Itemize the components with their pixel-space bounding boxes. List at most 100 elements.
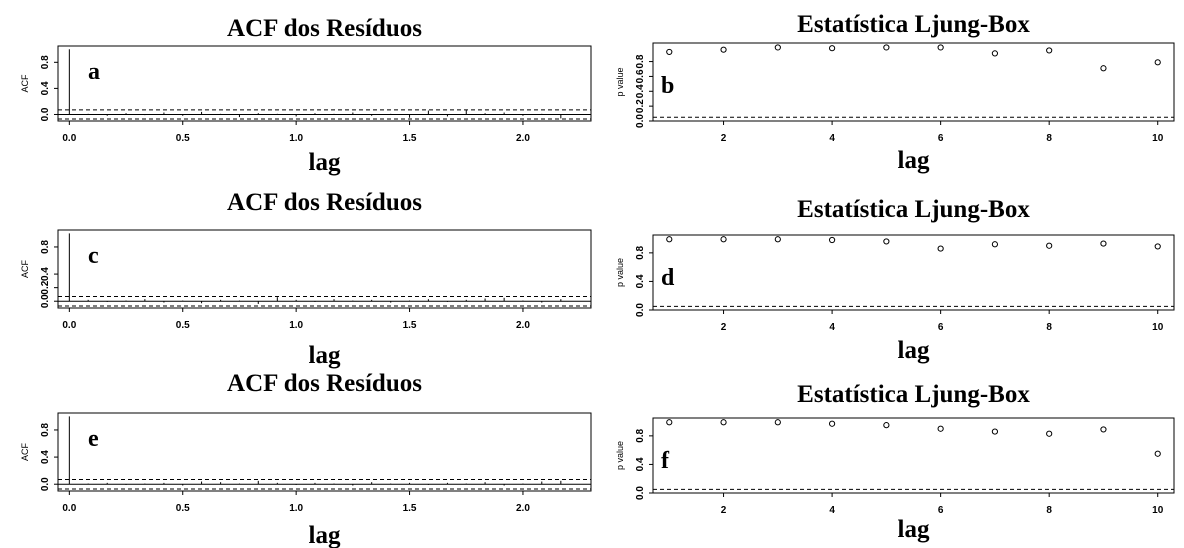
y-tick-label: 0.4: [635, 457, 646, 471]
chart-lb-d: Estatística Ljung-Box 2 4 6 8 10 0.0 0.4 0.8 p va…: [615, 196, 1175, 364]
x-tick-label: 6: [938, 133, 944, 144]
y-axis-label: ACF: [20, 259, 30, 278]
x-tick-label: 2.0: [516, 320, 530, 331]
y-tick-label: 0.2: [40, 280, 51, 294]
chart-title: ACF dos Resíduos: [227, 370, 422, 397]
chart-lb-f: Estatística Ljung-Box 2 4 6 8 10 0.0 0.4 0.8 p va…: [615, 381, 1175, 543]
pvalue-point: [1154, 59, 1161, 66]
x-tick-label: 8: [1046, 133, 1052, 144]
y-tick-label: 0.0: [635, 114, 646, 128]
pvalue-point: [883, 422, 890, 429]
x-tick-label: 1.5: [403, 133, 417, 144]
x-axis-label: lag: [898, 516, 930, 543]
panel-letter: f: [661, 448, 670, 474]
pvalue-point: [774, 44, 781, 51]
y-axis-label: ACF: [20, 442, 30, 461]
pvalue-point: [720, 236, 727, 243]
x-tick-label: 2: [721, 133, 727, 144]
x-axis-label: lag: [898, 337, 930, 364]
y-tick-label: 0.8: [40, 240, 51, 254]
pvalue-point: [666, 419, 673, 426]
pvalue-point: [720, 419, 727, 426]
plot-frame: [652, 234, 1175, 311]
x-axis-label: lag: [309, 342, 341, 369]
chart-title: Estatística Ljung-Box: [797, 196, 1030, 223]
pvalue-point: [828, 420, 836, 427]
pvalue-point: [1154, 243, 1161, 250]
panel-letter: b: [661, 73, 674, 99]
x-tick-label: 1.0: [289, 320, 303, 331]
y-tick-label: 0.0: [635, 303, 646, 317]
panel-letter: d: [661, 265, 675, 291]
pvalue-point: [666, 236, 673, 243]
x-tick-label: 2.0: [516, 133, 530, 144]
y-tick-label: 0.4: [635, 84, 646, 98]
chart-title: ACF dos Resíduos: [227, 189, 422, 216]
panel-letter: a: [88, 59, 100, 85]
chart-title: ACF dos Resíduos: [227, 15, 422, 42]
x-tick-label: 0.5: [176, 503, 190, 514]
y-tick-label: 0.0: [40, 107, 51, 121]
y-tick-label: 0.4: [40, 267, 51, 281]
pvalue-point: [720, 46, 727, 53]
x-tick-label: 2.0: [516, 503, 530, 514]
plot-frame: [57, 45, 592, 122]
y-tick-label: 0.0: [40, 294, 51, 308]
pvalue-point: [774, 419, 781, 426]
pvalue-point: [1100, 240, 1107, 247]
x-tick-label: 4: [829, 505, 835, 516]
pvalue-point: [937, 425, 944, 432]
y-tick-label: 0.8: [635, 245, 646, 259]
chart-lb-b: Estatística Ljung-Box 2 4 6 8 10 0.00.20.40.60…: [615, 11, 1175, 174]
x-tick-label: 8: [1046, 505, 1052, 516]
chart-acf-e: ACF dos Resíduos 0.0 0.5 1.0 1.5 2.0 0.0 0.4 0.8…: [20, 370, 592, 548]
x-tick-label: 0.0: [62, 320, 76, 331]
y-tick-label: 0.8: [635, 54, 646, 68]
y-tick-label: 0.4: [40, 81, 51, 95]
pvalue-point: [1046, 242, 1053, 249]
pvalue-point: [991, 428, 999, 435]
x-tick-label: 6: [938, 505, 944, 516]
y-tick-label: 0.0: [635, 486, 646, 500]
pvalue-point: [883, 238, 890, 245]
x-tick-label: 10: [1152, 505, 1164, 516]
pvalue-point: [828, 236, 836, 244]
x-tick-label: 1.0: [289, 503, 303, 514]
x-tick-label: 0.0: [62, 503, 76, 514]
y-tick-label: 0.4: [635, 274, 646, 288]
y-tick-label: 0.2: [635, 99, 646, 113]
chart-title: Estatística Ljung-Box: [797, 381, 1030, 408]
y-tick-label: 0.4: [40, 450, 51, 464]
pvalue-point: [1046, 47, 1053, 54]
y-axis-label: ACF: [20, 74, 30, 93]
panel-letter: e: [88, 426, 99, 452]
pvalue-point: [1046, 430, 1053, 437]
pvalue-point: [666, 48, 673, 56]
y-axis-label: p value: [615, 258, 625, 287]
pvalue-point: [991, 50, 999, 57]
x-tick-label: 4: [829, 322, 835, 333]
pvalue-point: [1100, 426, 1107, 433]
pvalue-point: [937, 245, 944, 252]
pvalue-point: [883, 44, 890, 51]
plot-frame: [652, 417, 1175, 494]
y-tick-label: 0.6: [635, 69, 646, 83]
x-tick-label: 2: [721, 322, 727, 333]
y-axis-label: p value: [615, 67, 625, 96]
x-tick-label: 1.5: [403, 503, 417, 514]
pvalue-point: [1154, 450, 1161, 457]
plot-frame: [57, 229, 592, 309]
x-axis-label: lag: [309, 149, 341, 176]
y-tick-label: 0.0: [40, 477, 51, 491]
x-tick-label: 8: [1046, 322, 1052, 333]
pvalue-point: [991, 241, 999, 248]
panel-letter: c: [88, 243, 99, 269]
plot-frame: [652, 42, 1175, 122]
x-tick-label: 1.5: [403, 320, 417, 331]
x-tick-label: 10: [1152, 133, 1164, 144]
chart-title: Estatística Ljung-Box: [797, 11, 1030, 38]
x-tick-label: 6: [938, 322, 944, 333]
pvalue-point: [828, 45, 836, 52]
